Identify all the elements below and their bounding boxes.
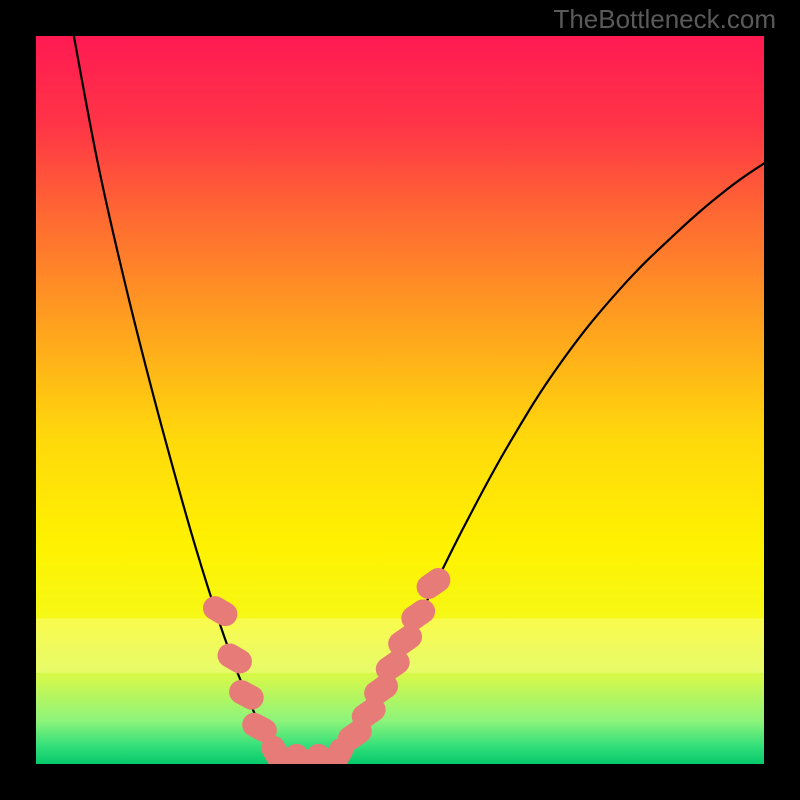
plot-area bbox=[36, 36, 764, 764]
plot-svg bbox=[36, 36, 764, 764]
watermark-text: TheBottleneck.com bbox=[553, 4, 776, 35]
chart-frame bbox=[36, 36, 764, 764]
